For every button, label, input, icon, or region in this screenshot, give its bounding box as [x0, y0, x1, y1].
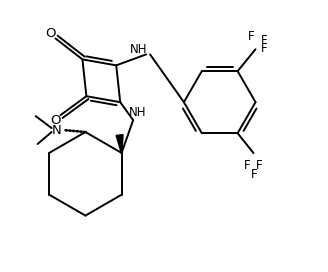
Text: O: O	[50, 114, 61, 126]
Text: O: O	[45, 27, 56, 40]
Text: F: F	[251, 168, 258, 181]
Text: F: F	[261, 34, 268, 47]
Text: F: F	[256, 159, 263, 172]
Text: F: F	[248, 30, 255, 43]
Text: N: N	[52, 123, 61, 137]
Text: F: F	[244, 159, 251, 172]
Polygon shape	[116, 135, 123, 153]
Text: F: F	[261, 42, 268, 55]
Text: NH: NH	[128, 106, 146, 119]
Text: NH: NH	[129, 43, 147, 56]
